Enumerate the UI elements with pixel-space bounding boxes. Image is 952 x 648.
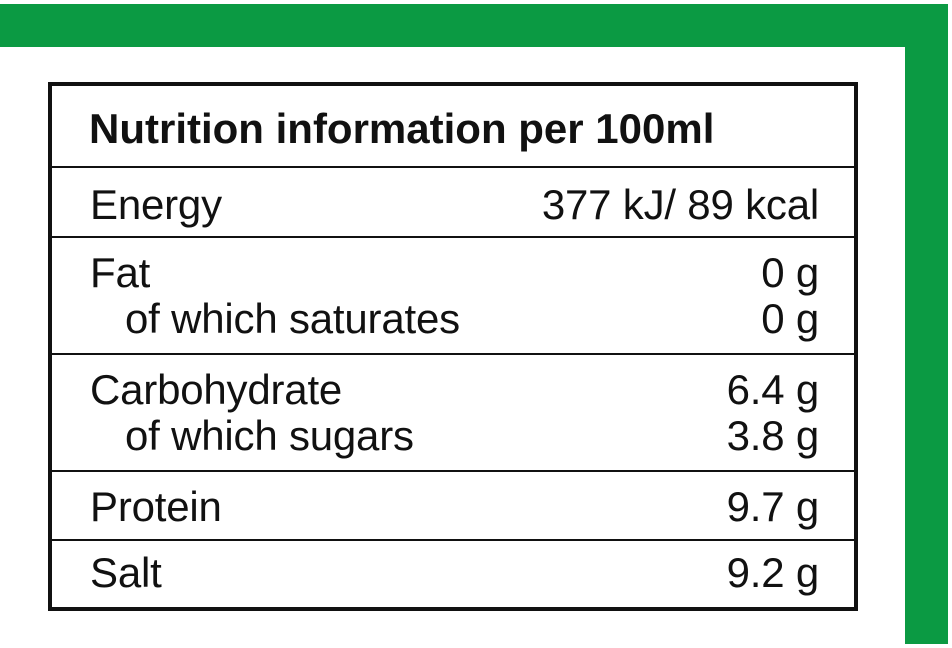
salt-row: Salt 9.2 g — [52, 541, 854, 607]
salt-value: 9.2 g — [726, 549, 820, 596]
protein-row: Protein 9.7 g — [52, 472, 854, 541]
protein-value: 9.7 g — [726, 483, 820, 530]
protein-label: Protein — [90, 483, 222, 530]
carbohydrate-value: 6.4 g — [726, 366, 820, 413]
sugars-value: 3.8 g — [726, 412, 820, 459]
sugars-label: of which sugars — [125, 412, 414, 459]
saturates-label: of which saturates — [125, 295, 460, 342]
nutrition-title-row: Nutrition information per 100ml — [52, 86, 854, 168]
energy-label: Energy — [90, 181, 222, 228]
salt-label: Salt — [90, 549, 162, 596]
carbohydrate-label: Carbohydrate — [90, 366, 343, 413]
energy-value: 377 kJ/ 89 kcal — [541, 181, 819, 228]
green-right-band — [905, 4, 948, 644]
saturates-value: 0 g — [761, 295, 819, 342]
carbohydrate-row: Carbohydrate 6.4 g of which sugars 3.8 g — [52, 355, 854, 472]
fat-value: 0 g — [761, 249, 819, 296]
fat-label: Fat — [90, 249, 151, 296]
green-top-band — [0, 4, 948, 47]
energy-row: Energy 377 kJ/ 89 kcal — [52, 168, 854, 238]
nutrition-table: Nutrition information per 100ml Energy 3… — [48, 82, 858, 611]
nutrition-title: Nutrition information per 100ml — [89, 105, 715, 152]
fat-row: Fat 0 g of which saturates 0 g — [52, 238, 854, 355]
